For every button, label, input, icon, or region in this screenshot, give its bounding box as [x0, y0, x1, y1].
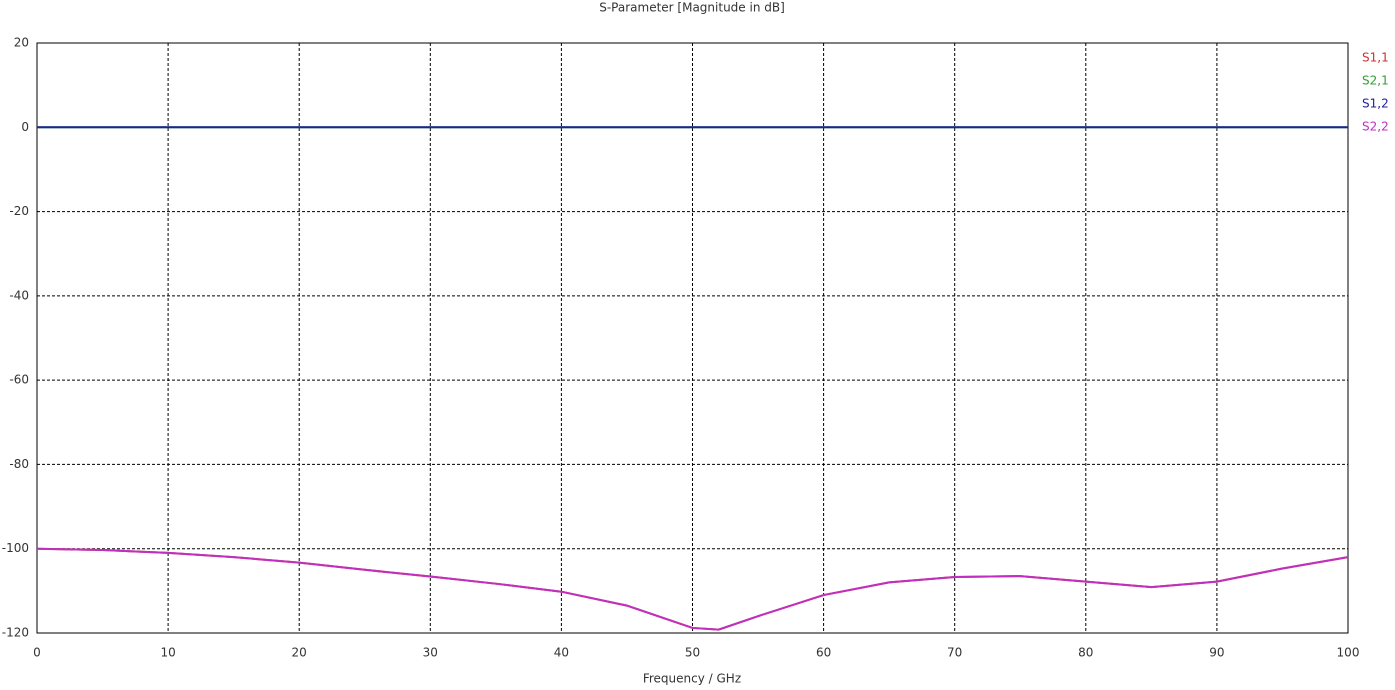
- x-tick-label: 20: [292, 646, 307, 660]
- legend-entry: S2,2: [1362, 120, 1389, 134]
- legend-entry: S1,2: [1362, 97, 1389, 111]
- x-tick-label: 80: [1078, 646, 1093, 660]
- y-tick-label: -80: [9, 457, 29, 471]
- x-tick-label: 90: [1209, 646, 1224, 660]
- plot-frame: [36, 42, 1349, 634]
- legend-entry: S1,1: [1362, 51, 1389, 65]
- series-line: [36, 547, 1349, 631]
- y-tick-label: -60: [9, 373, 29, 387]
- x-tick-label: 40: [554, 646, 569, 660]
- y-tick-label: -20: [9, 204, 29, 218]
- y-tick-label: 0: [21, 120, 29, 134]
- y-tick-label: -40: [9, 288, 29, 302]
- chart-title: S-Parameter [Magnitude in dB]: [599, 1, 785, 15]
- y-tick-label: -100: [2, 541, 29, 555]
- x-tick-label: 50: [685, 646, 700, 660]
- x-tick-label: 10: [160, 646, 175, 660]
- x-tick-label: 60: [816, 646, 831, 660]
- x-tick-label: 70: [947, 646, 962, 660]
- x-axis-label: Frequency / GHz: [643, 672, 741, 686]
- y-tick-label: -120: [2, 626, 29, 640]
- x-tick-label: 0: [33, 646, 41, 660]
- y-tick-label: 20: [14, 36, 29, 50]
- x-tick-label: 100: [1337, 646, 1360, 660]
- legend-entry: S2,1: [1362, 74, 1389, 88]
- x-tick-label: 30: [423, 646, 438, 660]
